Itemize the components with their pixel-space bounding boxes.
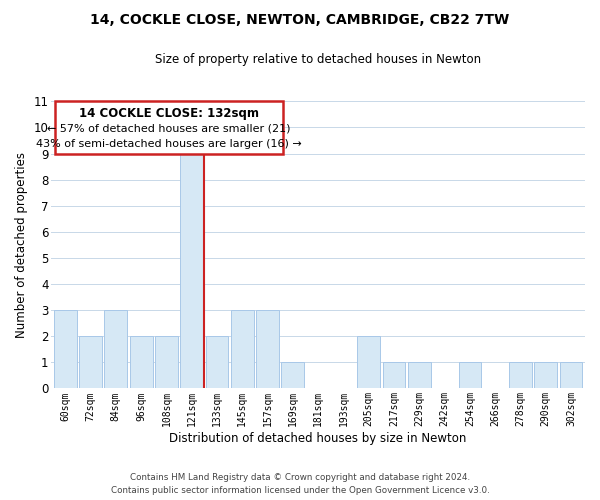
Bar [79,336,102,388]
X-axis label: Distribution of detached houses by size in Newton: Distribution of detached houses by size … [169,432,467,445]
Text: Contains HM Land Registry data © Crown copyright and database right 2024.
Contai: Contains HM Land Registry data © Crown c… [110,474,490,495]
FancyBboxPatch shape [55,102,283,154]
Bar [130,336,152,388]
Bar [358,336,380,388]
Bar [560,362,583,388]
Title: Size of property relative to detached houses in Newton: Size of property relative to detached ho… [155,52,481,66]
Bar [281,362,304,388]
Text: ← 57% of detached houses are smaller (21): ← 57% of detached houses are smaller (21… [47,124,290,134]
Bar [509,362,532,388]
Bar [535,362,557,388]
Text: 43% of semi-detached houses are larger (16) →: 43% of semi-detached houses are larger (… [36,140,302,149]
Bar [104,310,127,388]
Text: 14, COCKLE CLOSE, NEWTON, CAMBRIDGE, CB22 7TW: 14, COCKLE CLOSE, NEWTON, CAMBRIDGE, CB2… [91,12,509,26]
Bar [256,310,279,388]
Text: 14 COCKLE CLOSE: 132sqm: 14 COCKLE CLOSE: 132sqm [79,106,259,120]
Bar [458,362,481,388]
Bar [54,310,77,388]
Bar [231,310,254,388]
Bar [206,336,229,388]
Bar [383,362,406,388]
Y-axis label: Number of detached properties: Number of detached properties [15,152,28,338]
Bar [155,336,178,388]
Bar [408,362,431,388]
Bar [181,154,203,388]
